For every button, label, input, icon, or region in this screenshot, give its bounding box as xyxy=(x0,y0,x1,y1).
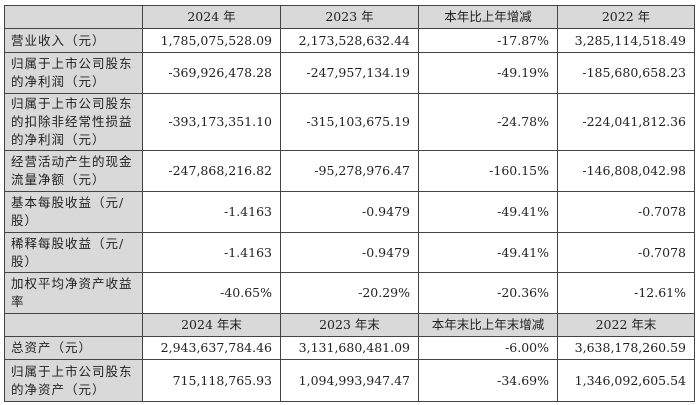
column-header: 2022 年 xyxy=(557,5,695,29)
cell-value: -0.9479 xyxy=(280,191,419,233)
table-row: 归属于上市公司股东 的净利润（元） -369,926,478.28 -247,957… xyxy=(4,52,695,94)
cell-value: -315,103,675.19 xyxy=(280,93,419,151)
row-label: 归属于上市公司股东 的净资产（元） xyxy=(4,359,143,402)
table-row: 归属于上市公司股东 的扣除非经常性损益 的净利润（元） -393,173,351.… xyxy=(4,93,695,151)
table-row: 加权平均净资产收益 率 -40.65% -20.29% -20.36% -12.61% xyxy=(4,272,695,314)
row-label: 归属于上市公司股东 的扣除非经常性损益 的净利润（元） xyxy=(4,93,143,151)
table-row: 归属于上市公司股东 的净资产（元） 715,118,765.93 1,094,993… xyxy=(4,359,695,402)
column-header: 本年末比上年末增减 xyxy=(418,313,558,337)
financial-summary-table: 2024 年 2023 年本年比上年增减 2022 年营业收入（元） 1,785,07… xyxy=(4,5,695,402)
table-row: 基本每股收益（元/ 股） -1.4163 -0.9479 -49.41% -0.7078 xyxy=(4,191,695,233)
table-row: 总资产（元） 2,943,637,784.46 3,131,680,481.09 -6… xyxy=(4,336,695,360)
cell-value: -49.41% xyxy=(418,232,558,273)
cell-value: 2,943,637,784.46 xyxy=(142,336,281,360)
header-row: 2024 年末 2023 年末 本年末比上年末增减 2022 年末 xyxy=(4,313,695,337)
cell-value: -12.61% xyxy=(557,272,695,314)
cell-value: -17.87% xyxy=(418,28,558,53)
cell-value: -40.65% xyxy=(142,272,281,314)
cell-value: -146,808,042.98 xyxy=(557,150,695,192)
cell-value: -185,680,658.23 xyxy=(557,52,695,94)
cell-value: 3,285,114,518.49 xyxy=(557,28,695,53)
cell-value: -49.41% xyxy=(418,191,558,233)
cell-value: 1,785,075,528.09 xyxy=(142,28,281,53)
cell-value: 3,638,178,260.59 xyxy=(557,336,695,360)
row-label: 稀释每股收益（元/ 股） xyxy=(4,232,143,273)
cell-value: -24.78% xyxy=(418,93,558,151)
column-header: 2024 年 xyxy=(142,5,281,29)
cell-value: -6.00% xyxy=(418,336,558,360)
column-header: 2022 年末 xyxy=(557,313,695,337)
column-header: 2024 年末 xyxy=(142,313,281,337)
cell-value: -247,957,134.19 xyxy=(280,52,419,94)
column-header xyxy=(4,313,143,337)
row-label: 总资产（元） xyxy=(4,336,143,360)
row-label: 营业收入（元） xyxy=(4,28,143,53)
cell-value: -49.19% xyxy=(418,52,558,94)
row-label: 基本每股收益（元/ 股） xyxy=(4,191,143,233)
cell-value: -95,278,976.47 xyxy=(280,150,419,192)
row-label: 加权平均净资产收益 率 xyxy=(4,272,143,314)
cell-value: -20.36% xyxy=(418,272,558,314)
cell-value: -247,868,216.82 xyxy=(142,150,281,192)
cell-value: 715,118,765.93 xyxy=(142,359,281,402)
cell-value: -1.4163 xyxy=(142,191,281,233)
cell-value: -224,041,812.36 xyxy=(557,93,695,151)
cell-value: -20.29% xyxy=(280,272,419,314)
cell-value: 1,346,092,605.54 xyxy=(557,359,695,402)
cell-value: 3,131,680,481.09 xyxy=(280,336,419,360)
cell-value: -0.9479 xyxy=(280,232,419,273)
row-label: 归属于上市公司股东 的净利润（元） xyxy=(4,52,143,94)
header-row: 2024 年 2023 年本年比上年增减 2022 年 xyxy=(4,5,695,29)
table-row: 经营活动产生的现金 流量净额（元） -247,868,216.82 -95,278,… xyxy=(4,150,695,192)
cell-value: -369,926,478.28 xyxy=(142,52,281,94)
table-row: 稀释每股收益（元/ 股） -1.4163 -0.9479 -49.41% -0.7078 xyxy=(4,232,695,273)
table-row: 营业收入（元） 1,785,075,528.09 2,173,528,632.44-… xyxy=(4,28,695,53)
cell-value: 2,173,528,632.44 xyxy=(280,28,419,53)
cell-value: 1,094,993,947.47 xyxy=(280,359,419,402)
cell-value: -393,173,351.10 xyxy=(142,93,281,151)
column-header: 2023 年末 xyxy=(280,313,419,337)
column-header: 本年比上年增减 xyxy=(418,5,558,29)
row-label: 经营活动产生的现金 流量净额（元） xyxy=(4,150,143,192)
cell-value: -0.7078 xyxy=(557,232,695,273)
cell-value: -1.4163 xyxy=(142,232,281,273)
column-header xyxy=(4,5,143,29)
cell-value: -0.7078 xyxy=(557,191,695,233)
column-header: 2023 年 xyxy=(280,5,419,29)
cell-value: -34.69% xyxy=(418,359,558,402)
cell-value: -160.15% xyxy=(418,150,558,192)
